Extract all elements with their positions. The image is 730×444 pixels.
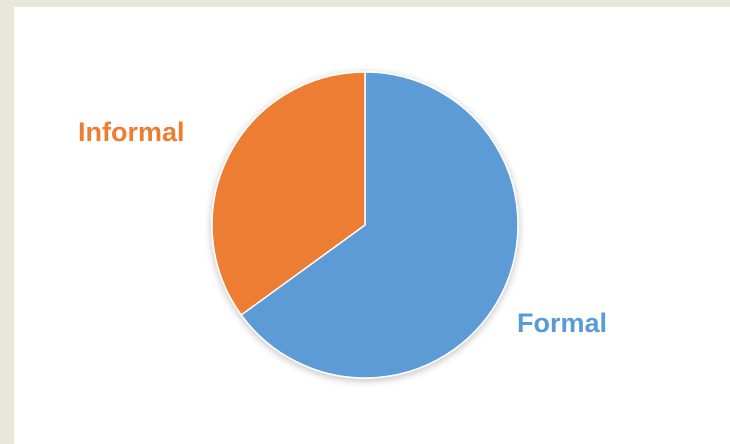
slice-label-formal: Formal [517, 308, 607, 338]
pie-slice-informal [211, 71, 366, 316]
slice-label-informal: Informal [78, 117, 185, 147]
pie-slice-formal [240, 71, 519, 379]
